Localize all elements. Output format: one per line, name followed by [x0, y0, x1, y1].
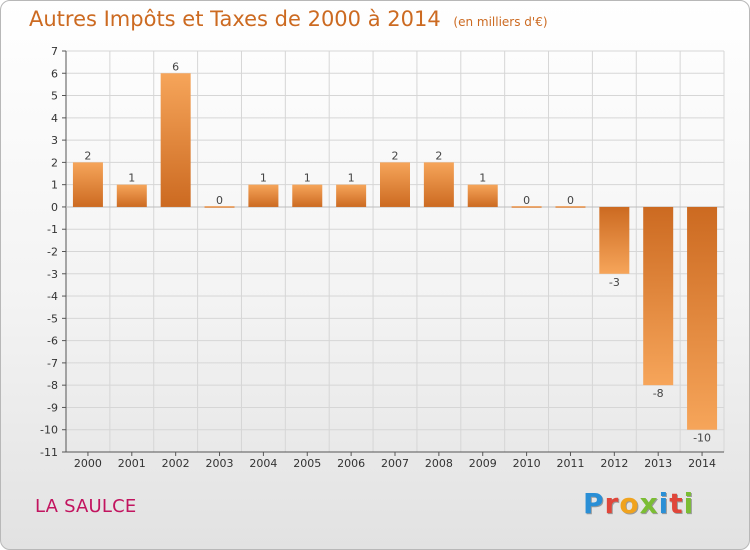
y-tick-label: 6 — [51, 67, 58, 80]
bar-2009 — [467, 184, 498, 207]
x-tick-label: 2012 — [600, 457, 628, 470]
bar-2004 — [248, 184, 279, 207]
y-tick-label: 5 — [51, 90, 58, 103]
bar-2011 — [555, 206, 586, 208]
logo-letter: t — [669, 487, 684, 520]
y-tick-label: -2 — [47, 246, 58, 259]
data-label: 2 — [84, 149, 91, 162]
x-tick-label: 2007 — [381, 457, 409, 470]
x-tick-label: 2000 — [74, 457, 102, 470]
x-tick-label: 2013 — [644, 457, 672, 470]
y-tick-label: -11 — [40, 446, 58, 459]
bar-2013 — [643, 206, 674, 386]
y-tick-label: -3 — [47, 268, 58, 281]
data-label: 0 — [567, 194, 574, 207]
bar-2003 — [204, 206, 235, 208]
y-tick-label: -10 — [40, 424, 58, 437]
chart-title-text: Autres Impôts et Taxes de 2000 à 2014 — [29, 7, 441, 31]
bar-2010 — [511, 206, 542, 208]
x-tick-label: 2003 — [206, 457, 234, 470]
logo-letter: i — [658, 487, 670, 520]
bar-2002 — [160, 73, 191, 207]
logo-letter: P — [583, 487, 605, 520]
bar-2006 — [336, 184, 367, 207]
logo-letter: o — [619, 487, 640, 520]
x-tick-label: 2010 — [513, 457, 541, 470]
data-label: 2 — [435, 149, 442, 162]
y-tick-label: -4 — [47, 290, 58, 303]
logo-letter: r — [604, 487, 620, 520]
place-name: LA SAULCE — [35, 496, 137, 517]
x-tick-label: 2008 — [425, 457, 453, 470]
y-tick-label: -7 — [47, 357, 58, 370]
y-tick-label: -6 — [47, 335, 58, 348]
data-label: -3 — [609, 276, 620, 289]
x-tick-label: 2004 — [249, 457, 277, 470]
data-label: 1 — [304, 172, 311, 185]
bar-2008 — [423, 162, 454, 207]
logo-letter: x — [639, 487, 659, 520]
data-label: 1 — [479, 172, 486, 185]
data-label: 0 — [523, 194, 530, 207]
y-tick-label: -1 — [47, 223, 58, 236]
y-tick-label: -9 — [47, 401, 58, 414]
y-tick-label: 3 — [51, 134, 58, 147]
bar-2000 — [72, 162, 103, 207]
proxiti-logo[interactable]: Proxiti — [583, 487, 694, 520]
x-tick-label: 2014 — [688, 457, 716, 470]
bar-2001 — [116, 184, 147, 207]
chart-subtitle: (en milliers d'€) — [453, 15, 548, 29]
data-label: 6 — [172, 60, 179, 73]
x-tick-label: 2006 — [337, 457, 365, 470]
y-tick-label: 1 — [51, 179, 58, 192]
data-label: 1 — [260, 172, 267, 185]
data-label: -10 — [693, 432, 711, 445]
chart-title: Autres Impôts et Taxes de 2000 à 2014 (e… — [29, 7, 548, 31]
x-tick-label: 2005 — [293, 457, 321, 470]
bar-2012 — [599, 206, 630, 274]
x-tick-label: 2009 — [469, 457, 497, 470]
data-label: 1 — [128, 172, 135, 185]
data-label: 0 — [216, 194, 223, 207]
data-label: 2 — [392, 149, 399, 162]
y-tick-label: 2 — [51, 156, 58, 169]
x-tick-label: 2011 — [556, 457, 584, 470]
y-tick-label: -5 — [47, 312, 58, 325]
y-tick-label: -8 — [47, 379, 58, 392]
y-tick-label: 7 — [51, 45, 58, 58]
bar-2007 — [380, 162, 410, 207]
bars — [72, 73, 718, 430]
data-labels: 2 1 6 0 1 1 1 2 2 1 0 0 -3 -8 -10 — [84, 60, 711, 444]
x-tick-label: 2002 — [162, 457, 190, 470]
bar-2014 — [687, 206, 718, 430]
data-label: -8 — [653, 387, 664, 400]
bar-2005 — [292, 184, 323, 207]
logo-letter: i — [683, 487, 695, 520]
y-tick-label: 0 — [51, 201, 58, 214]
x-tick-label: 2001 — [118, 457, 146, 470]
data-label: 1 — [348, 172, 355, 185]
y-tick-label: 4 — [51, 112, 58, 125]
